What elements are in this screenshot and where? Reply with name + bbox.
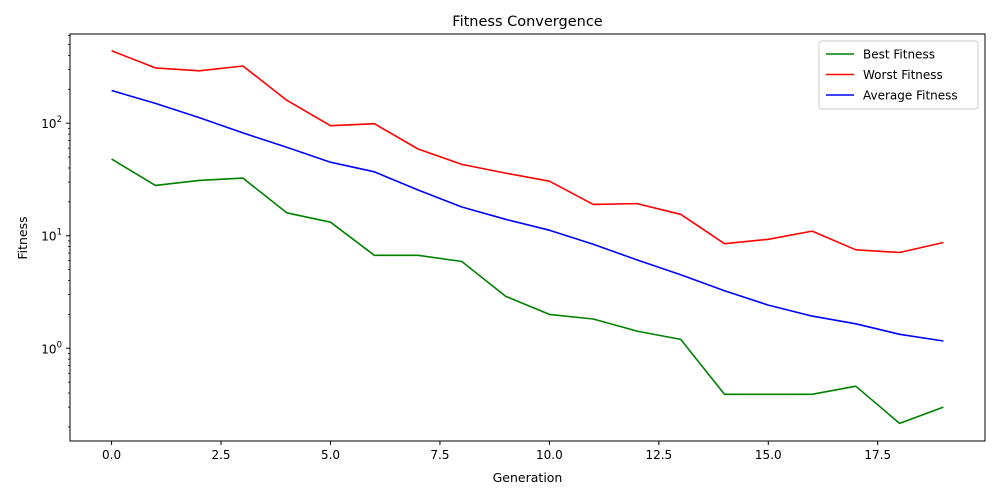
- x-tick-label: 2.5: [211, 448, 230, 462]
- y-tick-base: 10: [41, 230, 56, 244]
- legend-label: Best Fitness: [863, 48, 935, 62]
- legend-label: Worst Fitness: [863, 68, 943, 82]
- y-tick-label: 101: [41, 228, 62, 244]
- series-line: [111, 89, 944, 342]
- y-tick-base: 10: [41, 117, 56, 131]
- x-tick-label: 5.0: [321, 448, 340, 462]
- x-tick-label: 7.5: [430, 448, 449, 462]
- y-tick-label: 102: [41, 115, 62, 131]
- x-tick-label: 12.5: [645, 448, 672, 462]
- y-tick-exponent: 1: [57, 228, 62, 238]
- y-tick-label: 100: [41, 340, 62, 356]
- series-line: [111, 158, 944, 425]
- legend: Best Fitness Worst Fitness Average Fitness: [818, 40, 979, 110]
- x-tick-label: 10.0: [536, 448, 563, 462]
- plot-frame: [69, 33, 986, 442]
- y-tick-exponent: 0: [57, 340, 62, 350]
- y-tick-exponent: 2: [57, 115, 62, 125]
- x-axis-ticks: 0.0 2.5 5.0 7.5 10.0 12.5 15.0 17.5: [102, 441, 891, 462]
- chart-title: Fitness Convergence: [452, 14, 603, 30]
- y-tick-base: 10: [41, 342, 56, 356]
- legend-box: [818, 40, 979, 110]
- series-layer: [111, 50, 944, 425]
- x-tick-label: 17.5: [864, 448, 891, 462]
- x-axis-label: Generation: [493, 470, 563, 485]
- legend-label: Average Fitness: [863, 89, 958, 103]
- x-tick-label: 0.0: [102, 448, 121, 462]
- x-tick-label: 15.0: [755, 448, 782, 462]
- series-line: [111, 50, 944, 254]
- y-axis-label: Fitness: [15, 216, 30, 259]
